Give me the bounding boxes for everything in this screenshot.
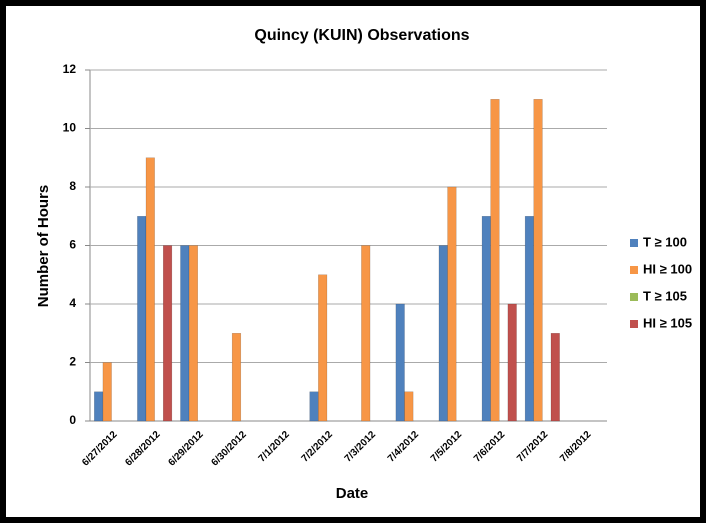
legend-swatch [630, 239, 638, 247]
legend-swatch [630, 266, 638, 274]
y-tick-label: 8 [69, 179, 76, 193]
bar [231, 333, 242, 422]
bar [318, 274, 328, 422]
chart-title: Quincy (KUIN) Observations [254, 27, 469, 44]
chart-background [6, 6, 700, 517]
bar [404, 391, 414, 422]
y-tick-label: 2 [69, 355, 76, 369]
bar [162, 245, 173, 422]
legend-swatch [630, 320, 638, 328]
legend-label: HI ≥ 100 [643, 261, 692, 276]
bar [395, 303, 405, 422]
y-tick-label: 0 [69, 413, 76, 427]
y-tick-label: 12 [63, 62, 77, 76]
bar [309, 391, 319, 422]
bar [524, 216, 535, 422]
bar [137, 216, 147, 422]
bar [490, 99, 500, 422]
bar [94, 391, 104, 422]
bar [481, 216, 491, 422]
legend-label: HI ≥ 105 [643, 315, 692, 330]
bar [188, 245, 198, 422]
legend-swatch [630, 293, 638, 301]
bar [180, 245, 190, 422]
legend-label: T ≥ 100 [643, 234, 687, 249]
y-tick-label: 4 [69, 296, 76, 310]
bar [533, 99, 543, 422]
y-axis-label: Number of Hours [35, 185, 52, 308]
bar [438, 245, 448, 422]
bar [447, 186, 457, 422]
y-tick-label: 10 [63, 121, 77, 135]
legend-label: T ≥ 105 [643, 288, 687, 303]
bar [550, 333, 560, 422]
y-tick-label: 6 [69, 238, 76, 252]
bar [102, 362, 112, 422]
bar [145, 157, 155, 422]
bar [361, 245, 371, 422]
bar [507, 303, 517, 422]
x-axis-label: Date [336, 485, 369, 502]
